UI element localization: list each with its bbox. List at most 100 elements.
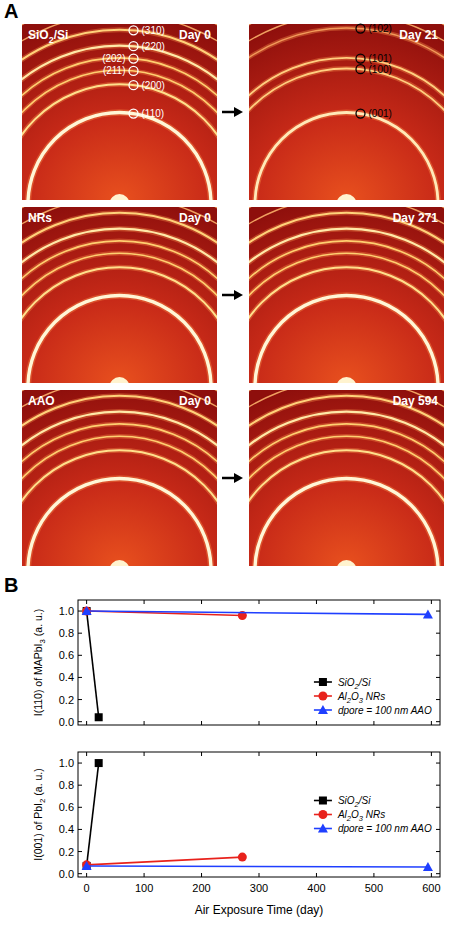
day-label: Day 271 <box>393 211 439 225</box>
ring <box>28 295 211 383</box>
y-tick-label: 0.6 <box>59 801 74 813</box>
x-tick <box>144 600 145 604</box>
x-tick <box>431 721 432 725</box>
ring-glow <box>22 213 217 383</box>
legend-item: Al2O3 NRs <box>314 809 385 823</box>
y-tick <box>78 763 82 764</box>
peak-label: (200) <box>142 80 165 91</box>
peak-marker <box>129 54 138 63</box>
beam-center <box>337 377 357 383</box>
data-point <box>95 759 103 767</box>
x-tick <box>316 721 317 725</box>
peak-marker <box>356 65 365 74</box>
ring <box>22 46 217 200</box>
ring <box>28 112 211 200</box>
data-point <box>423 609 433 618</box>
legend-marker <box>319 797 327 805</box>
y-tick <box>436 721 440 722</box>
x-tick <box>144 721 145 725</box>
ring <box>249 424 444 566</box>
ring <box>22 30 217 200</box>
plot-frame <box>78 600 440 725</box>
ring-glow <box>22 396 217 566</box>
peak-marker <box>129 42 138 51</box>
ring-glow <box>255 478 438 566</box>
peak-marker <box>129 26 138 35</box>
ring <box>22 70 217 200</box>
ring <box>249 213 444 383</box>
arrow-head <box>234 473 243 483</box>
ring <box>249 436 444 566</box>
peak-marker <box>356 109 365 118</box>
y-tick <box>436 611 440 612</box>
x-tick-label: 500 <box>365 882 383 894</box>
ring-glow <box>249 412 444 566</box>
x-tick <box>431 873 432 877</box>
ring-glow <box>22 229 217 383</box>
data-layer <box>82 759 433 871</box>
x-tick <box>201 752 202 756</box>
ring-glow <box>22 450 217 566</box>
ring-glow <box>249 450 444 566</box>
x-tick <box>316 752 317 756</box>
plot-frame <box>78 752 440 877</box>
ring <box>22 253 217 383</box>
ring-glow <box>22 436 217 566</box>
x-tick-label: 0 <box>84 882 90 894</box>
ring-glow <box>249 58 444 200</box>
day-label: Day 21 <box>399 28 438 42</box>
x-tick <box>86 600 87 604</box>
ring-glow <box>22 241 217 383</box>
text-run: AAO <box>28 394 55 408</box>
y-tick <box>436 807 440 808</box>
beam-center <box>337 194 357 200</box>
rings <box>22 207 217 383</box>
ring <box>255 112 438 200</box>
ring-glow <box>249 213 444 383</box>
x-tick <box>259 721 260 725</box>
ring-glow <box>22 84 217 200</box>
x-tick <box>316 873 317 877</box>
ring <box>22 84 217 200</box>
x-tick <box>316 600 317 604</box>
y-tick <box>78 829 82 830</box>
data-point <box>82 861 92 870</box>
y-tick <box>78 677 82 678</box>
x-tick <box>144 873 145 877</box>
x-tick-label: 400 <box>307 882 325 894</box>
text-run: dpore = 100 nm AAO <box>338 823 432 834</box>
beam-center <box>110 377 130 383</box>
series-line <box>87 763 99 866</box>
ring <box>22 213 217 383</box>
legend-item: Al2O3 NRs <box>314 691 385 705</box>
legend-marker <box>318 692 327 701</box>
panel-letter: A <box>4 0 18 22</box>
peak-label: (202) <box>102 53 125 64</box>
ring-glow <box>249 267 444 383</box>
beam-center <box>110 194 130 200</box>
ring <box>22 436 217 566</box>
text-run: (a. u.) <box>32 768 44 798</box>
x-tick <box>373 873 374 877</box>
ring-glow <box>22 412 217 566</box>
y-tick <box>436 655 440 656</box>
ring-glow <box>22 30 217 200</box>
ring-glow <box>22 424 217 566</box>
legend: SiO2/SiAl2O3 NRsdpore = 100 nm AAO <box>314 677 432 716</box>
ring <box>22 396 217 566</box>
sample-label: AAO <box>28 394 55 408</box>
y-tick <box>78 721 82 722</box>
peak-label: (101) <box>369 53 392 64</box>
y-tick-label: 0.2 <box>59 694 74 706</box>
ring-glow <box>249 436 444 566</box>
ring <box>249 24 444 200</box>
ring <box>249 68 444 200</box>
ring <box>249 241 444 383</box>
ring-glow <box>249 396 444 566</box>
x-tick-label: 200 <box>192 882 210 894</box>
y-tick <box>436 851 440 852</box>
text-run: NRs <box>28 211 52 225</box>
data-point <box>82 860 91 869</box>
peak-marker <box>129 109 138 118</box>
figure: ASiO2/SiDay 0(310)(220)(202)(211)(200)(1… <box>0 0 455 947</box>
